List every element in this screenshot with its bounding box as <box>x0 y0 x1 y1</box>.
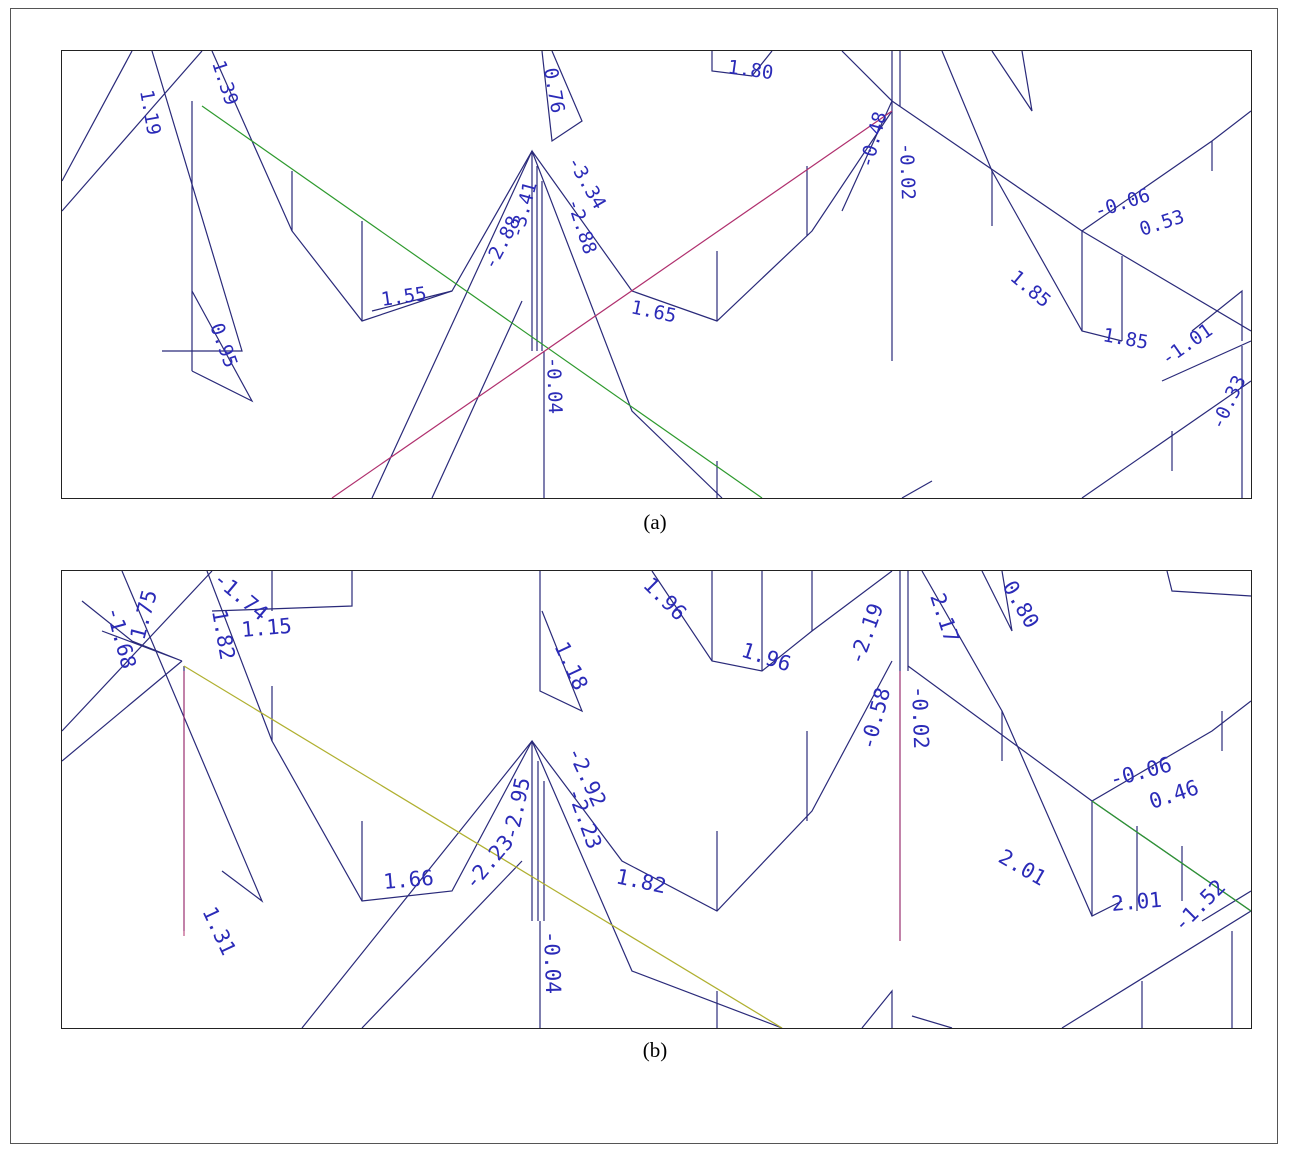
label-1-82-top: 1.82 <box>207 608 239 662</box>
label-2-01-b: 2.01 <box>1110 888 1162 916</box>
label-n0-04: -0.04 <box>539 930 565 994</box>
caption-b: (b) <box>642 1038 668 1062</box>
label-1-75: 1.75 <box>126 587 162 642</box>
label-n2-95: -2.95 <box>498 775 535 842</box>
label-n1-52: -1.52 <box>1169 875 1231 937</box>
label-n1-01: -1.01 <box>1157 319 1216 370</box>
label-1-96-b: 1.96 <box>738 638 794 676</box>
diagram-panel-a: 1.19 1.39 0.76 1.80 -0.48 -0.02 -0.06 0.… <box>61 50 1252 499</box>
label-1-82: 1.82 <box>614 864 668 898</box>
caption-a: (a) <box>643 510 667 534</box>
moment-diagram-b: -1.68 1.75 -1.74 1.82 1.15 1.96 1.96 -2.… <box>62 571 1251 1028</box>
label-n0-02: -0.02 <box>895 142 919 200</box>
label-n0-02: -0.02 <box>907 685 933 749</box>
diagram-panel-b: -1.68 1.75 -1.74 1.82 1.15 1.96 1.96 -2.… <box>61 570 1252 1029</box>
label-2-17: 2.17 <box>925 590 963 646</box>
figure-frame <box>10 8 1278 1144</box>
label-1-55: 1.55 <box>380 283 428 311</box>
label-0-76: 0.76 <box>539 66 569 115</box>
label-n0-48: -0.48 <box>856 109 892 170</box>
label-1-19: 1.19 <box>135 88 165 137</box>
moment-labels-b: -1.68 1.75 -1.74 1.82 1.15 1.96 1.96 -2.… <box>101 571 1230 994</box>
label-n0-33: -0.33 <box>1207 372 1251 433</box>
label-0-80: 0.80 <box>998 577 1044 633</box>
label-0-53: 0.53 <box>1137 206 1187 241</box>
label-1-15: 1.15 <box>240 614 292 642</box>
label-1-85-b: 1.85 <box>1101 324 1150 354</box>
label-1-80: 1.80 <box>726 56 774 84</box>
moment-diagram-a: 1.19 1.39 0.76 1.80 -0.48 -0.02 -0.06 0.… <box>62 51 1251 498</box>
label-1-39: 1.39 <box>207 58 242 108</box>
label-0-46: 0.46 <box>1146 775 1202 813</box>
label-1-31: 1.31 <box>197 903 240 959</box>
label-1-66: 1.66 <box>382 866 434 894</box>
label-n0-04: -0.04 <box>542 356 566 414</box>
label-1-18: 1.18 <box>549 638 592 694</box>
label-2-01-a: 2.01 <box>995 845 1051 891</box>
label-1-65: 1.65 <box>629 296 678 327</box>
label-1-85-a: 1.85 <box>1006 266 1055 312</box>
label-0-95: 0.95 <box>205 320 241 371</box>
label-n2-19: -2.19 <box>844 600 888 668</box>
